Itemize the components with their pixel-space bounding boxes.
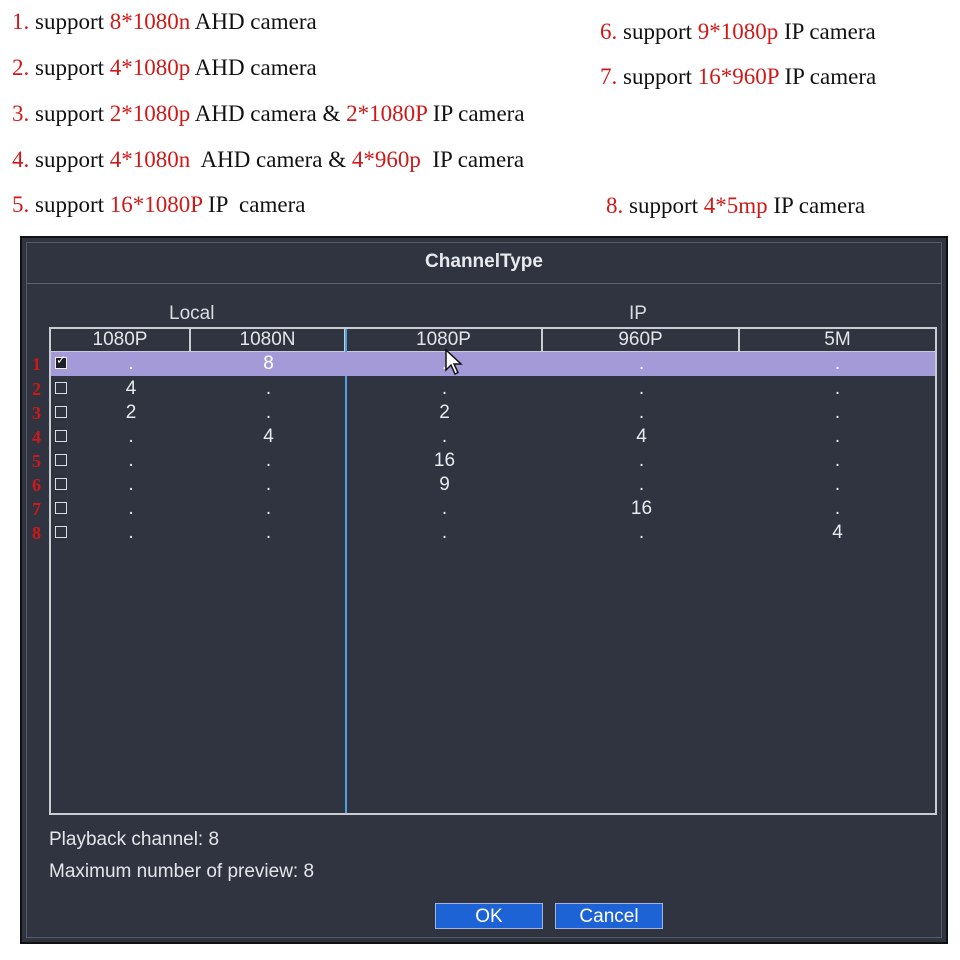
checkbox-icon[interactable] <box>55 353 67 369</box>
channel-type-dialog: ChannelType Local IP 1080P 1080N 1080P 9… <box>20 236 948 944</box>
cell-local-1080n: . <box>265 450 272 471</box>
mouse-pointer-icon <box>445 348 463 376</box>
cell-ip-1080p: . <box>441 426 448 447</box>
checkbox-icon[interactable] <box>55 526 67 538</box>
checkbox-icon[interactable] <box>55 406 67 418</box>
cell-ip-960p: . <box>638 353 645 374</box>
cell-ip-960p: 16 <box>630 498 653 519</box>
checkbox-icon[interactable] <box>55 382 67 394</box>
cell-local-1080p: 4 <box>125 378 137 399</box>
table-row[interactable]: 4 . 4 . 4 . <box>32 425 935 449</box>
cell-local-1080p: . <box>128 474 134 495</box>
checkbox-icon[interactable] <box>55 502 67 514</box>
row-number: 4 <box>32 427 41 447</box>
row-number: 3 <box>32 403 41 423</box>
checkbox-icon[interactable] <box>55 454 67 466</box>
cell-local-1080p: . <box>128 353 134 374</box>
cell-ip-1080p: . <box>441 498 448 519</box>
row-number: 5 <box>32 451 41 471</box>
group-label-ip: IP <box>629 303 647 324</box>
cell-local-1080p: . <box>128 522 134 543</box>
note-8: 8. support 4*5mp IP camera <box>606 193 866 218</box>
cell-local-1080p: . <box>128 498 134 519</box>
cell-local-1080n: . <box>265 474 272 495</box>
cell-local-1080n: . <box>265 378 272 399</box>
ok-button[interactable]: OK <box>435 903 543 929</box>
column-header-ip-1080p[interactable]: 1080P <box>346 329 543 351</box>
note-5: 5. support 16*1080P IP camera <box>12 192 306 217</box>
cell-local-1080p: . <box>128 450 134 471</box>
cell-local-1080n: . <box>265 402 272 423</box>
cell-ip-960p: 4 <box>636 426 647 447</box>
cell-ip-5m: . <box>834 378 841 399</box>
table-row[interactable]: 6 . . 9 . . <box>32 473 935 497</box>
cell-ip-1080p: . <box>441 522 448 543</box>
dialog-title: ChannelType <box>425 251 543 272</box>
title-divider <box>27 283 941 284</box>
cell-ip-5m: . <box>834 426 841 447</box>
cell-local-1080n: . <box>265 522 272 543</box>
group-label-local: Local <box>169 303 215 324</box>
cell-local-1080n: . <box>265 498 272 519</box>
note-7: 7. support 16*960P IP camera <box>600 64 877 89</box>
column-header-local-1080p[interactable]: 1080P <box>51 329 191 351</box>
checkbox-icon[interactable] <box>55 478 67 490</box>
column-header-ip-960p[interactable]: 960P <box>543 329 740 351</box>
note-1: 1. support 8*1080n AHD camera <box>12 9 317 34</box>
cell-local-1080n: 4 <box>263 426 274 447</box>
table-row[interactable]: 7 . . . 16 . <box>32 497 935 521</box>
row-number: 1 <box>32 354 41 374</box>
table-row[interactable]: 2 4 . . . . <box>32 377 935 401</box>
cell-local-1080p: 2 <box>125 402 137 423</box>
table-row[interactable]: 8 . . . . 4 <box>32 521 935 545</box>
cell-ip-5m: . <box>834 353 841 374</box>
cell-ip-960p: . <box>638 378 645 399</box>
cell-local-1080p: . <box>128 426 134 447</box>
note-4: 4. support 4*1080n AHD camera & 4*960p I… <box>12 147 525 172</box>
cell-ip-5m: . <box>834 450 841 471</box>
table-row[interactable]: 1 . 8 . . . <box>32 352 935 376</box>
table-row[interactable]: 3 2 . 2 . . <box>32 401 935 425</box>
cell-ip-1080p: 9 <box>439 474 450 495</box>
dialog-frame: ChannelType Local IP 1080P 1080N 1080P 9… <box>26 242 942 938</box>
cell-ip-5m: . <box>834 498 841 519</box>
cell-ip-5m: 4 <box>832 522 843 543</box>
column-header-ip-5m[interactable]: 5M <box>824 329 851 350</box>
cell-ip-960p: . <box>638 402 645 423</box>
channel-table: 1080P 1080N 1080P 960P 5M 1 . 8 . . . 2 … <box>32 327 937 815</box>
note-2: 2. support 4*1080p AHD camera <box>12 55 317 80</box>
cell-ip-5m: . <box>834 474 841 495</box>
cell-ip-960p: . <box>638 522 645 543</box>
row-number: 2 <box>32 379 41 399</box>
cell-ip-1080p: 2 <box>439 402 450 423</box>
table-row[interactable]: 5 . . 16 . . <box>32 449 935 473</box>
checkbox-icon[interactable] <box>55 430 67 442</box>
row-number: 6 <box>32 475 41 495</box>
row-number: 7 <box>32 499 41 519</box>
row-number: 8 <box>32 523 41 543</box>
max-preview-text: Maximum number of preview: 8 <box>49 861 315 882</box>
note-3: 3. support 2*1080p AHD camera & 2*1080P … <box>12 101 525 126</box>
cancel-button[interactable]: Cancel <box>555 903 663 929</box>
local-ip-divider <box>345 329 347 813</box>
cell-ip-1080p: . <box>441 378 448 399</box>
playback-channel-text: Playback channel: 8 <box>49 829 220 850</box>
header-underline <box>51 351 935 352</box>
cell-ip-960p: . <box>638 474 645 495</box>
note-6: 6. support 9*1080p IP camera <box>600 19 876 44</box>
cell-ip-1080p: 16 <box>433 450 456 471</box>
cell-ip-1080p: . <box>441 353 448 374</box>
column-header-local-1080n[interactable]: 1080N <box>191 329 346 351</box>
cell-ip-5m: . <box>834 402 841 423</box>
cell-local-1080n: 8 <box>263 353 274 374</box>
cell-ip-960p: . <box>638 450 645 471</box>
